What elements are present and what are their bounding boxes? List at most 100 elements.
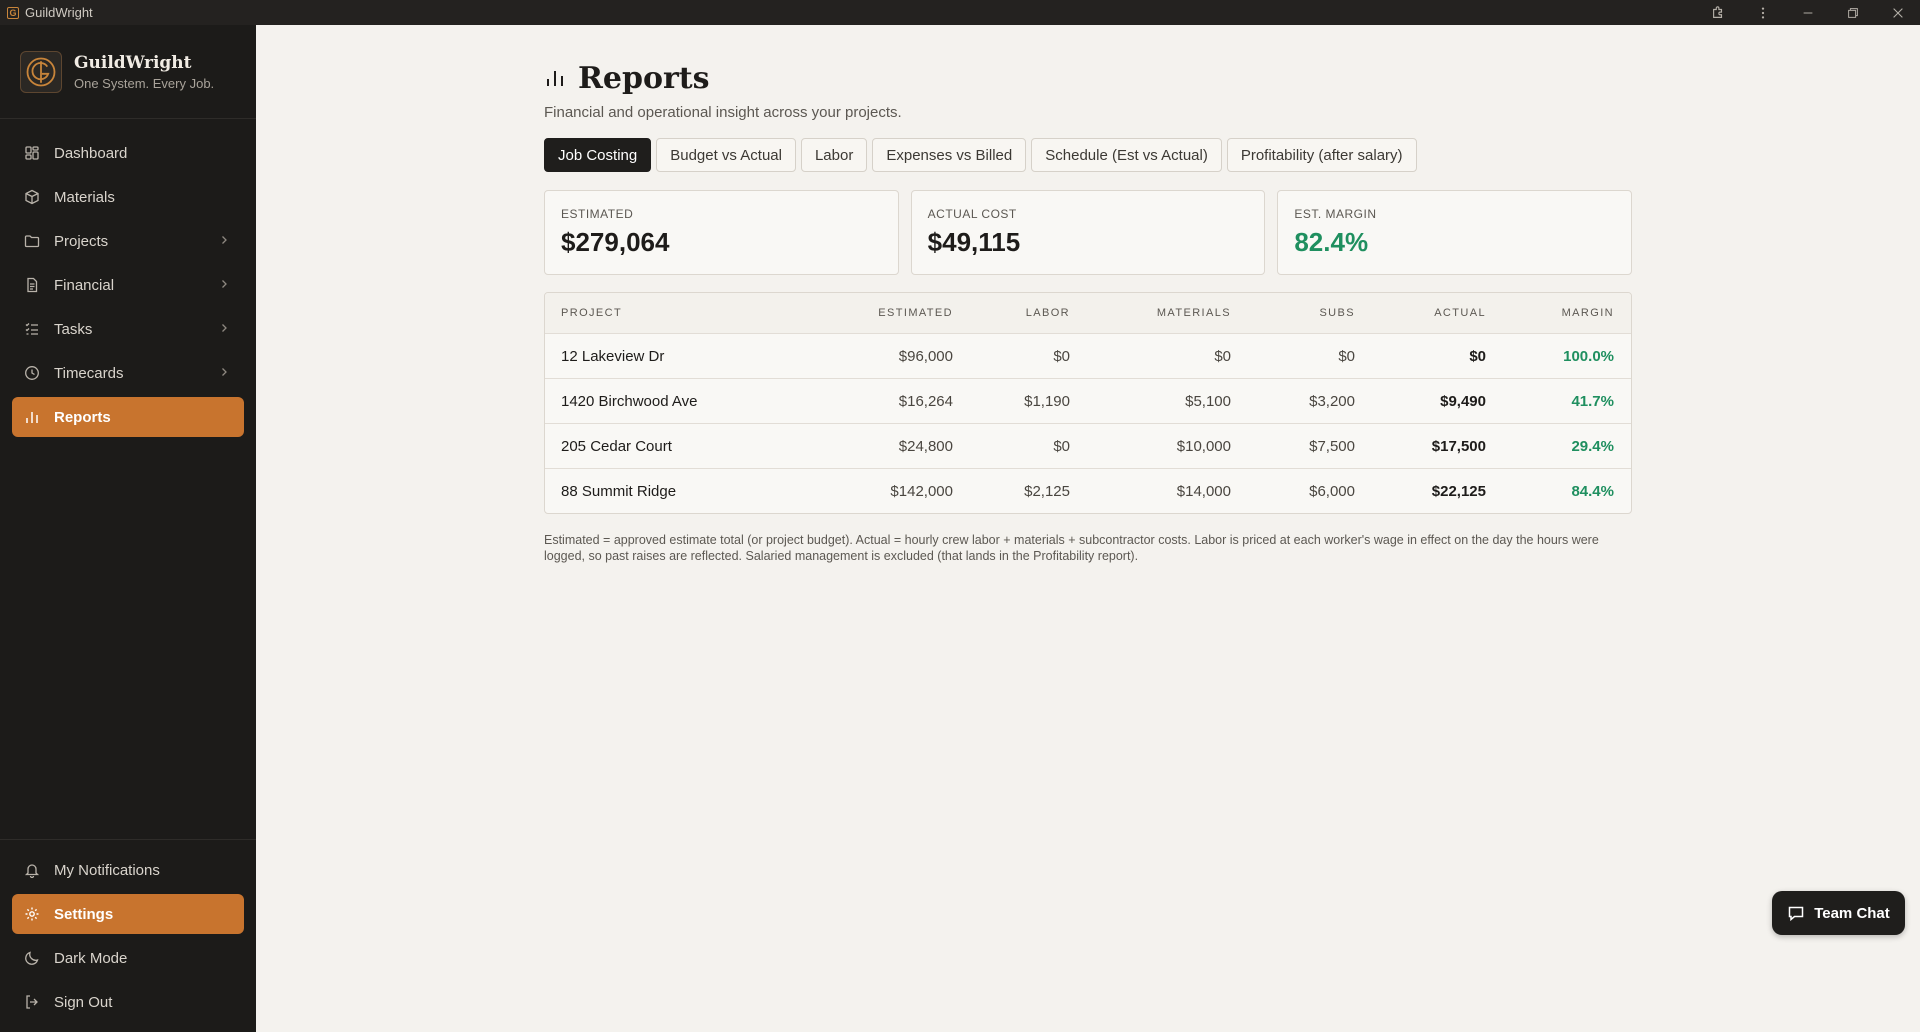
cell-subs: $7,500 — [1309, 437, 1355, 455]
page-header: Reports — [544, 58, 1632, 98]
cell-estimated: $16,264 — [898, 392, 953, 410]
cell-labor: $0 — [1053, 437, 1070, 455]
restore-icon[interactable] — [1830, 0, 1875, 25]
cell-project: 1420 Birchwood Ave — [561, 392, 698, 410]
sidebar-item-label: Materials — [54, 188, 115, 206]
sidebar-item-projects[interactable]: Projects — [12, 221, 244, 261]
bar-chart-icon — [544, 67, 566, 89]
cell-actual: $9,490 — [1440, 392, 1486, 410]
document-icon — [24, 277, 40, 293]
sidebar-item-reports[interactable]: Reports — [12, 397, 244, 437]
moon-icon — [24, 950, 40, 966]
column-header[interactable]: MARGIN — [1561, 307, 1614, 319]
folder-icon — [24, 233, 40, 249]
window-controls — [1695, 0, 1920, 25]
sidebar-item-tasks[interactable]: Tasks — [12, 309, 244, 349]
minimize-icon[interactable] — [1785, 0, 1830, 25]
close-icon[interactable] — [1875, 0, 1920, 25]
sidebar-item-dashboard[interactable]: Dashboard — [12, 133, 244, 173]
sidebar-item-label: Sign Out — [54, 993, 113, 1011]
sidebar-item-label: Dashboard — [54, 144, 128, 162]
cell-materials: $10,000 — [1176, 437, 1231, 455]
brand-tagline: One System. Every Job. — [74, 75, 215, 91]
column-header[interactable]: MATERIALS — [1156, 307, 1231, 319]
table-row[interactable]: 1420 Birchwood Ave $16,264 $1,190 $5,100… — [545, 378, 1631, 423]
sidebar-nav: Dashboard Materials Projects Financial — [0, 119, 256, 437]
sidebar-item-settings[interactable]: Settings — [12, 894, 244, 934]
page-subtitle: Financial and operational insight across… — [544, 104, 902, 121]
table-row[interactable]: 88 Summit Ridge $142,000 $2,125 $14,000 … — [545, 468, 1631, 513]
cell-materials: $14,000 — [1176, 482, 1231, 500]
report-footnote: Estimated = approved estimate total (or … — [544, 533, 1599, 563]
sidebar-item-materials[interactable]: Materials — [12, 177, 244, 217]
sidebar-item-label: Tasks — [54, 320, 93, 338]
table-row[interactable]: 205 Cedar Court $24,800 $0 $10,000 $7,50… — [545, 423, 1631, 468]
cell-estimated: $142,000 — [890, 482, 953, 500]
sidebar-item-label: Financial — [54, 276, 115, 294]
sidebar-item-label: Projects — [54, 232, 109, 250]
column-header[interactable]: SUBS — [1319, 307, 1355, 319]
cell-labor: $1,190 — [1024, 392, 1070, 410]
main-content: Reports Financial and operational insigh… — [544, 25, 1633, 564]
column-header[interactable]: ESTIMATED — [878, 307, 953, 319]
brand-name: GuildWright — [74, 52, 192, 73]
sidebar-bottom: My Notifications Settings Dark Mode Sign… — [0, 839, 256, 1032]
summary-cards: ESTIMATED $279,064 ACTUAL COST $49,115 E… — [544, 190, 1633, 275]
sidebar-item-sign-out[interactable]: Sign Out — [12, 982, 244, 1022]
chevron-right-icon — [222, 324, 227, 332]
table-row[interactable]: 12 Lakeview Dr $96,000 $0 $0 $0 $0 100.0… — [545, 333, 1631, 378]
card-value: $49,115 — [927, 227, 1021, 257]
brand: GuildWright One System. Every Job. — [0, 25, 256, 119]
extensions-icon[interactable] — [1695, 0, 1740, 25]
column-header[interactable]: ACTUAL — [1434, 307, 1486, 319]
tab-schedule[interactable]: Schedule (Est vs Actual) — [1031, 138, 1222, 172]
team-chat-button[interactable]: Team Chat — [1772, 891, 1905, 935]
sidebar: GuildWright One System. Every Job. Dashb… — [0, 25, 256, 1032]
cell-materials: $0 — [1214, 347, 1231, 365]
card-label: ESTIMATED — [561, 207, 634, 221]
bar-chart-icon — [24, 409, 40, 425]
margin-card: EST. MARGIN 82.4% — [1277, 190, 1633, 275]
sidebar-item-dark-mode[interactable]: Dark Mode — [12, 938, 244, 978]
cell-estimated: $96,000 — [898, 347, 953, 365]
window-app-info: G GuildWright — [0, 5, 93, 20]
chevron-right-icon — [222, 368, 227, 376]
cell-materials: $5,100 — [1185, 392, 1231, 410]
column-header[interactable]: PROJECT — [561, 307, 623, 319]
chevron-right-icon — [222, 236, 227, 244]
box-icon — [24, 189, 40, 205]
cell-project: 88 Summit Ridge — [561, 482, 677, 500]
card-value: $279,064 — [561, 227, 670, 257]
cell-margin: 84.4% — [1571, 482, 1614, 500]
cell-subs: $3,200 — [1309, 392, 1355, 410]
sign-out-icon — [24, 994, 40, 1010]
estimated-card: ESTIMATED $279,064 — [544, 190, 899, 275]
tab-labor[interactable]: Labor — [800, 138, 868, 172]
column-header[interactable]: LABOR — [1025, 307, 1070, 319]
clock-icon — [24, 365, 40, 381]
chevron-right-icon — [222, 280, 227, 288]
sidebar-item-label: Timecards — [54, 364, 124, 382]
sidebar-item-timecards[interactable]: Timecards — [12, 353, 244, 393]
tab-profitability[interactable]: Profitability (after salary) — [1226, 138, 1417, 172]
sidebar-item-label: Settings — [54, 905, 114, 923]
brand-logo-icon — [20, 50, 62, 93]
dashboard-icon — [24, 145, 40, 161]
cell-project: 205 Cedar Court — [561, 437, 672, 455]
card-label: ACTUAL COST — [927, 207, 1017, 221]
more-options-icon[interactable] — [1740, 0, 1785, 25]
card-value: 82.4% — [1294, 227, 1369, 257]
table-header: PROJECT ESTIMATED LABOR MATERIALS SUBS A… — [545, 293, 1631, 333]
tab-job-costing[interactable]: Job Costing — [544, 138, 652, 172]
report-tabs: Job Costing Budget vs Actual Labor Expen… — [544, 138, 1632, 172]
sidebar-item-notifications[interactable]: My Notifications — [12, 850, 244, 890]
cell-actual: $17,500 — [1431, 437, 1486, 455]
sidebar-item-label: Dark Mode — [54, 949, 128, 967]
job-costing-table: PROJECT ESTIMATED LABOR MATERIALS SUBS A… — [544, 292, 1632, 514]
cell-margin: 41.7% — [1571, 392, 1614, 410]
app-logo-icon: G — [7, 6, 19, 19]
sidebar-item-financial[interactable]: Financial — [12, 265, 244, 305]
tab-expenses-vs-billed[interactable]: Expenses vs Billed — [872, 138, 1027, 172]
tab-budget-vs-actual[interactable]: Budget vs Actual — [656, 138, 796, 172]
list-icon — [24, 321, 40, 337]
